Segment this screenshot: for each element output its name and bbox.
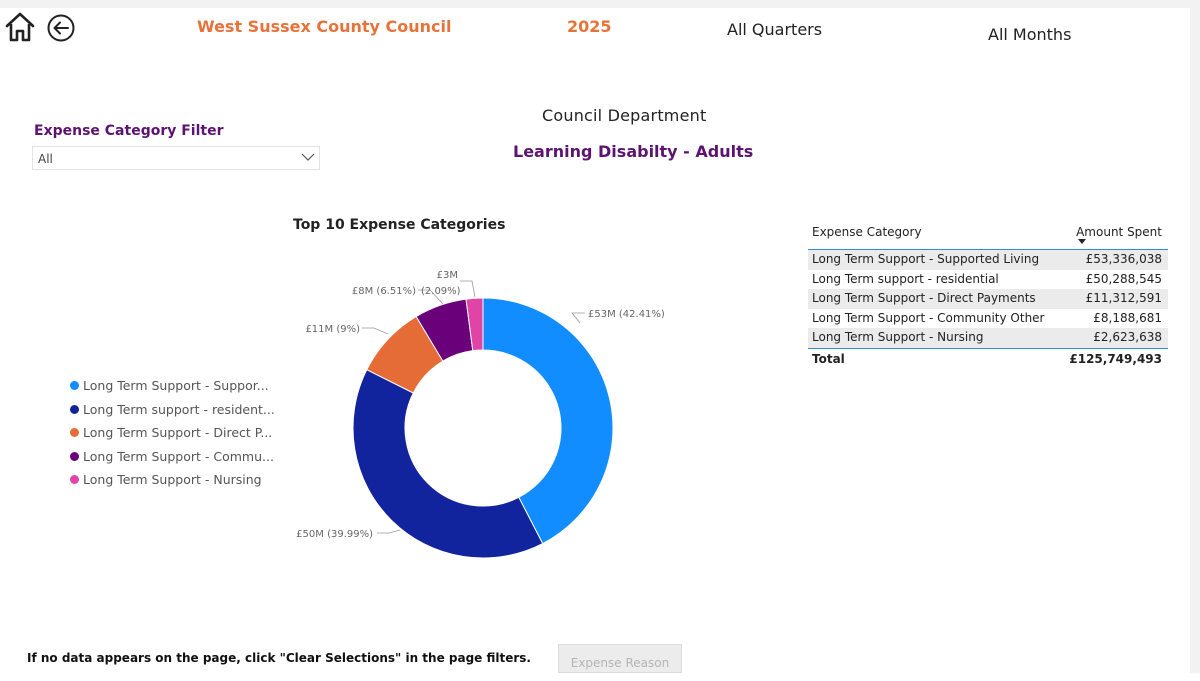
right-frame-strip	[1190, 0, 1200, 673]
column-header-amount-spent[interactable]: Amount Spent	[1076, 225, 1162, 244]
leader-line-direct-payments	[362, 327, 389, 335]
organization-title: West Sussex County Council	[197, 17, 452, 36]
legend-dot	[70, 451, 79, 461]
total-amount: £125,749,493	[1069, 351, 1162, 366]
table-row[interactable]: Long Term Support - Supported Living £53…	[808, 250, 1168, 270]
data-label-community-other: £8M (6.51%)	[352, 286, 416, 297]
data-label-direct-payments: £11M (9%)	[305, 324, 360, 335]
data-label-nursing-percent: (2.09%)	[421, 286, 461, 297]
expense-table: Expense Category Amount Spent Long Term …	[808, 224, 1168, 369]
legend-dot	[70, 381, 79, 391]
cell-amount: £50,288,545	[1085, 271, 1162, 286]
table-row[interactable]: Long Term Support - Nursing £2,623,638	[808, 328, 1168, 348]
quarter-filter[interactable]: All Quarters	[727, 20, 823, 39]
legend-label: Long Term Support - Nursing	[83, 472, 262, 488]
data-label-nursing: £3M	[437, 270, 458, 281]
expense-category-filter-dropdown[interactable]: All	[32, 146, 320, 170]
leader-line-nursing	[460, 280, 476, 298]
legend-label: Long Term support - resident...	[83, 401, 275, 417]
legend-item-nursing[interactable]: Long Term Support - Nursing	[70, 468, 275, 492]
filter-selected-value: All	[38, 152, 53, 166]
home-icon[interactable]	[4, 11, 36, 43]
table-total-row: Total £125,749,493	[808, 347, 1168, 369]
table-body: Long Term Support - Supported Living £53…	[808, 250, 1168, 348]
table-row[interactable]: Long Term Support - Direct Payments £11,…	[808, 289, 1168, 309]
legend-item-community-other[interactable]: Long Term Support - Commu...	[70, 445, 275, 469]
slice-residential[interactable]	[352, 368, 544, 559]
cell-category: Long Term Support - Nursing	[812, 330, 984, 345]
expense-category-filter-label: Expense Category Filter	[34, 123, 224, 139]
year-filter[interactable]: 2025	[567, 17, 612, 36]
expense-reason-button[interactable]: Expense Reason	[558, 644, 682, 673]
slice-nursing[interactable]	[465, 297, 484, 352]
cell-amount: £2,623,638	[1093, 330, 1162, 345]
clear-selections-note: If no data appears on the page, click "C…	[27, 651, 531, 665]
cell-amount: £8,188,681	[1093, 310, 1162, 325]
leader-line-supported-living	[571, 312, 585, 324]
cell-amount: £53,336,038	[1085, 252, 1162, 266]
leader-line-community-other	[418, 289, 444, 305]
donut-chart: £53M (42.41%) £50M (39.99%) £11M (9%) £8…	[296, 270, 665, 559]
department-caption: Council Department	[542, 106, 707, 125]
leader-line-residential	[377, 529, 401, 534]
legend-label: Long Term Support - Commu...	[83, 448, 274, 464]
legend-item-supported-living[interactable]: Long Term Support - Suppor...	[70, 374, 275, 398]
chevron-down-icon	[301, 153, 315, 161]
legend-dot	[70, 428, 79, 438]
table-header-row: Expense Category Amount Spent	[808, 224, 1168, 250]
legend-item-residential[interactable]: Long Term support - resident...	[70, 398, 275, 422]
table-row[interactable]: Long Term support - residential £50,288,…	[808, 270, 1168, 290]
department-name: Learning Disabilty - Adults	[513, 142, 754, 161]
legend-item-direct-payments[interactable]: Long Term Support - Direct P...	[70, 421, 275, 445]
chart-title: Top 10 Expense Categories	[293, 217, 506, 233]
cell-category: Long Term support - residential	[812, 271, 999, 286]
table-row[interactable]: Long Term Support - Community Other £8,1…	[808, 309, 1168, 329]
top-frame-strip	[0, 0, 1200, 8]
cell-category: Long Term Support - Direct Payments	[812, 291, 1036, 306]
chart-legend: Long Term Support - Suppor... Long Term …	[70, 374, 275, 492]
legend-label: Long Term Support - Suppor...	[83, 378, 269, 394]
amount-header-label: Amount Spent	[1076, 225, 1162, 239]
data-label-residential: £50M (39.99%)	[296, 529, 373, 540]
data-label-supported-living: £53M (42.41%)	[588, 309, 665, 320]
total-label: Total	[812, 351, 845, 366]
legend-label: Long Term Support - Direct P...	[83, 425, 273, 441]
cell-category: Long Term Support - Supported Living	[812, 252, 1040, 266]
slice-supported-living[interactable]	[482, 297, 614, 545]
column-header-expense-category[interactable]: Expense Category	[812, 225, 922, 239]
legend-dot	[70, 404, 79, 414]
cell-amount: £11,312,591	[1085, 291, 1162, 306]
sort-descending-icon	[1078, 239, 1087, 244]
back-arrow-circle-icon[interactable]	[46, 13, 76, 43]
legend-dot	[70, 475, 79, 485]
cell-category: Long Term Support - Community Other	[812, 310, 1045, 325]
month-filter[interactable]: All Months	[988, 25, 1072, 44]
